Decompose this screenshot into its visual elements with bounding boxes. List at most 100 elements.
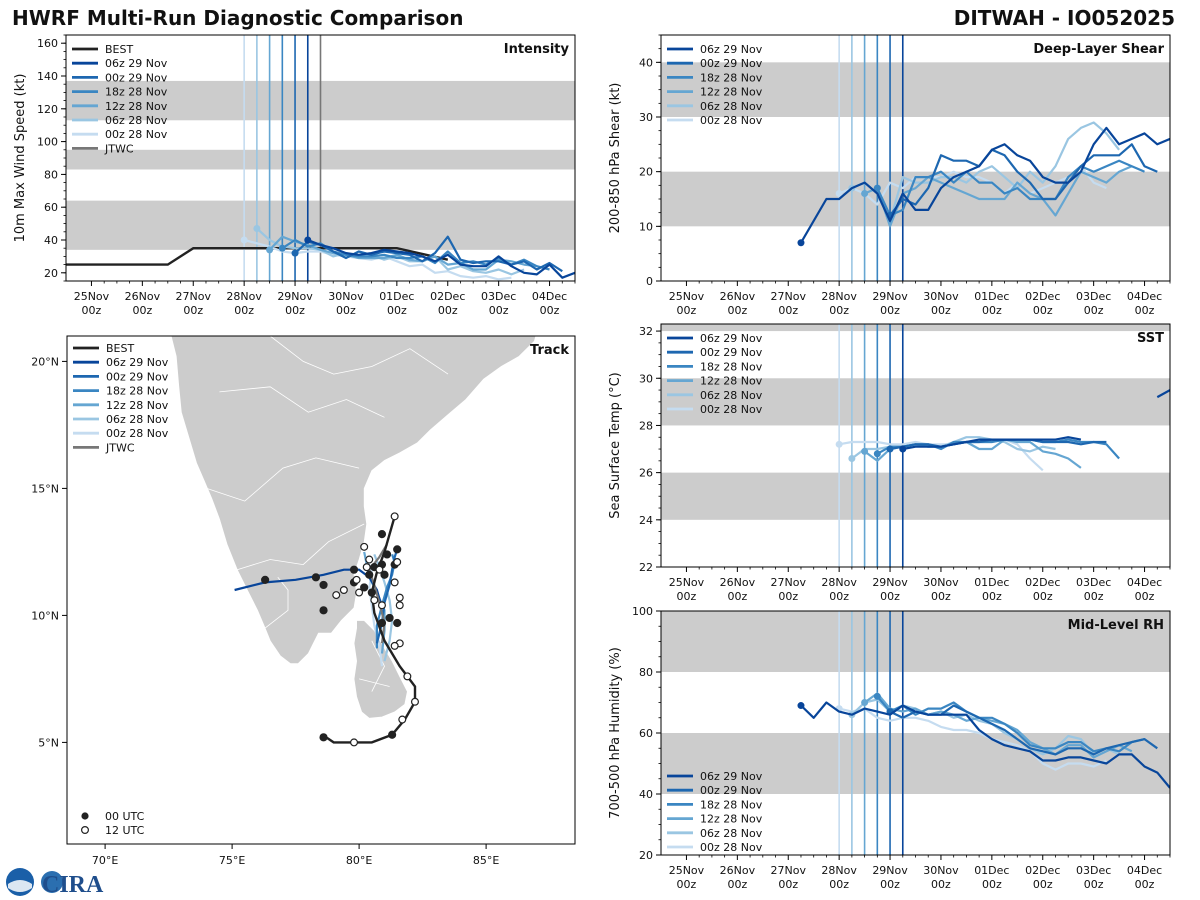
sst-x-tick-label: 29Nov — [872, 576, 908, 589]
track-legend-label: 18z 28 Nov — [106, 385, 169, 398]
track-point-12utc — [410, 697, 419, 706]
intensity-series-start-point — [266, 246, 274, 254]
track-point-00utc — [367, 588, 376, 597]
rh-series-start-point — [873, 692, 881, 700]
sst-band — [661, 472, 1170, 520]
intensity-x-tick-label: 29Nov — [277, 290, 313, 303]
track-point-12utc — [377, 601, 386, 610]
sst-band — [661, 324, 1170, 332]
rh-x-tick-label: 28Nov — [821, 864, 857, 877]
track-point-00utc — [319, 733, 328, 742]
shear-y-tick-label: 30 — [639, 111, 653, 124]
sst-x-tick-label: 00z — [880, 590, 900, 603]
sst-x-tick-label: 30Nov — [923, 576, 959, 589]
shear-legend-label: 00z 28 Nov — [700, 114, 763, 127]
track-point-00utc — [311, 573, 321, 582]
intensity-series-line — [294, 235, 563, 273]
shear-y-tick-label: 40 — [639, 56, 653, 69]
track-point-12utc — [390, 641, 399, 650]
rh-legend-label: 00z 28 Nov — [700, 841, 763, 854]
rh-x-tick-label: 00z — [982, 878, 1002, 891]
rh-x-tick-label: 01Dec — [974, 864, 1009, 877]
intensity-x-tick-label: 30Nov — [328, 290, 364, 303]
intensity-series-start-point — [278, 244, 286, 252]
rh-panel: 2040608010025Nov00z26Nov00z27Nov00z28Nov… — [608, 605, 1171, 891]
rh-legend-label: 12z 28 Nov — [700, 813, 763, 826]
track-legend-label: 06z 29 Nov — [106, 356, 169, 369]
shear-x-tick-label: 00z — [677, 304, 697, 317]
rh-x-tick-label: 26Nov — [720, 864, 756, 877]
rh-x-tick-label: 29Nov — [872, 864, 908, 877]
track-point-12utc — [339, 585, 348, 594]
track-point-12utc — [360, 542, 369, 551]
sst-x-tick-label: 00z — [1135, 590, 1155, 603]
rh-series-line — [800, 701, 1170, 789]
rh-x-tick-label: 00z — [1084, 878, 1104, 891]
sst-x-tick-label: 01Dec — [974, 576, 1009, 589]
track-point-00utc — [319, 580, 328, 590]
intensity-legend-label: 18z 28 Nov — [105, 86, 168, 99]
intensity-legend-label: 06z 29 Nov — [105, 57, 168, 70]
legend-label-12utc: 12 UTC — [105, 824, 145, 837]
intensity-y-axis-label: 10m Max Wind Speed (kt) — [13, 74, 28, 243]
legend-label-00utc: 00 UTC — [105, 810, 145, 823]
track-point-12utc — [370, 596, 379, 605]
track-legend-label: BEST — [106, 342, 134, 355]
shear-x-tick-label: 00z — [931, 304, 951, 317]
rh-x-tick-label: 04Dec — [1127, 864, 1162, 877]
intensity-y-tick-label: 100 — [37, 136, 58, 149]
track-point-00utc — [377, 618, 387, 628]
intensity-series-start-point — [240, 236, 248, 244]
shear-x-tick-label: 00z — [727, 304, 747, 317]
shear-x-tick-label: 29Nov — [872, 290, 908, 303]
sst-x-tick-label: 00z — [1084, 590, 1104, 603]
track-point-12utc — [332, 591, 341, 600]
shear-legend-label: 18z 28 Nov — [700, 71, 763, 84]
intensity-x-tick-label: 28Nov — [226, 290, 262, 303]
track-point-00utc — [261, 575, 270, 584]
sst-x-tick-label: 00z — [778, 590, 798, 603]
admin-boundary — [269, 336, 449, 375]
track-point-00utc — [393, 545, 402, 554]
track-point-12utc — [375, 565, 384, 574]
sst-band — [661, 378, 1170, 426]
shear-panel-title: Deep-Layer Shear — [1033, 42, 1164, 57]
rh-x-tick-label: 00z — [1033, 878, 1053, 891]
intensity-x-tick-label: 27Nov — [176, 290, 212, 303]
track-point-12utc — [395, 593, 404, 602]
rh-x-tick-label: 27Nov — [771, 864, 807, 877]
track-panel: 70°E 75°E 80°E 85°E 5°N 10°N 15°N 20°N Track BEST… — [31, 335, 576, 867]
shear-legend-label: 12z 28 Nov — [700, 86, 763, 99]
sst-series-start-point — [835, 440, 843, 448]
rh-y-axis-label: 700-500 hPa Humidity (%) — [608, 647, 623, 819]
shear-x-tick-label: 26Nov — [720, 290, 756, 303]
track-y-tick-label: 15°N — [31, 482, 59, 495]
sst-panel-title: SST — [1137, 331, 1164, 346]
sst-series-start-point — [899, 445, 907, 453]
shear-series-line — [851, 121, 1120, 222]
track-point-12utc — [362, 563, 371, 572]
rh-y-tick-label: 20 — [639, 849, 653, 862]
shear-series-start-point — [835, 190, 843, 198]
shear-panel: 01020304025Nov00z26Nov00z27Nov00z28Nov00… — [608, 34, 1171, 317]
admin-boundary — [237, 523, 365, 571]
track-point-12utc — [395, 601, 404, 610]
track-point-12utc — [403, 672, 412, 681]
rh-y-tick-label: 40 — [639, 788, 653, 801]
shear-series-start-point — [797, 239, 805, 247]
sst-x-tick-label: 00z — [829, 590, 849, 603]
track-point-00utc — [360, 583, 369, 592]
intensity-y-tick-label: 20 — [44, 267, 58, 280]
shear-series-line — [876, 159, 1145, 217]
sst-series-start-point — [861, 447, 869, 455]
rh-x-tick-label: 00z — [778, 878, 798, 891]
rh-legend-label: 00z 29 Nov — [700, 784, 763, 797]
rh-x-tick-label: 00z — [931, 878, 951, 891]
sst-legend-label: 06z 29 Nov — [700, 332, 763, 345]
shear-x-tick-label: 28Nov — [821, 290, 857, 303]
track-point-00utc — [365, 570, 374, 579]
